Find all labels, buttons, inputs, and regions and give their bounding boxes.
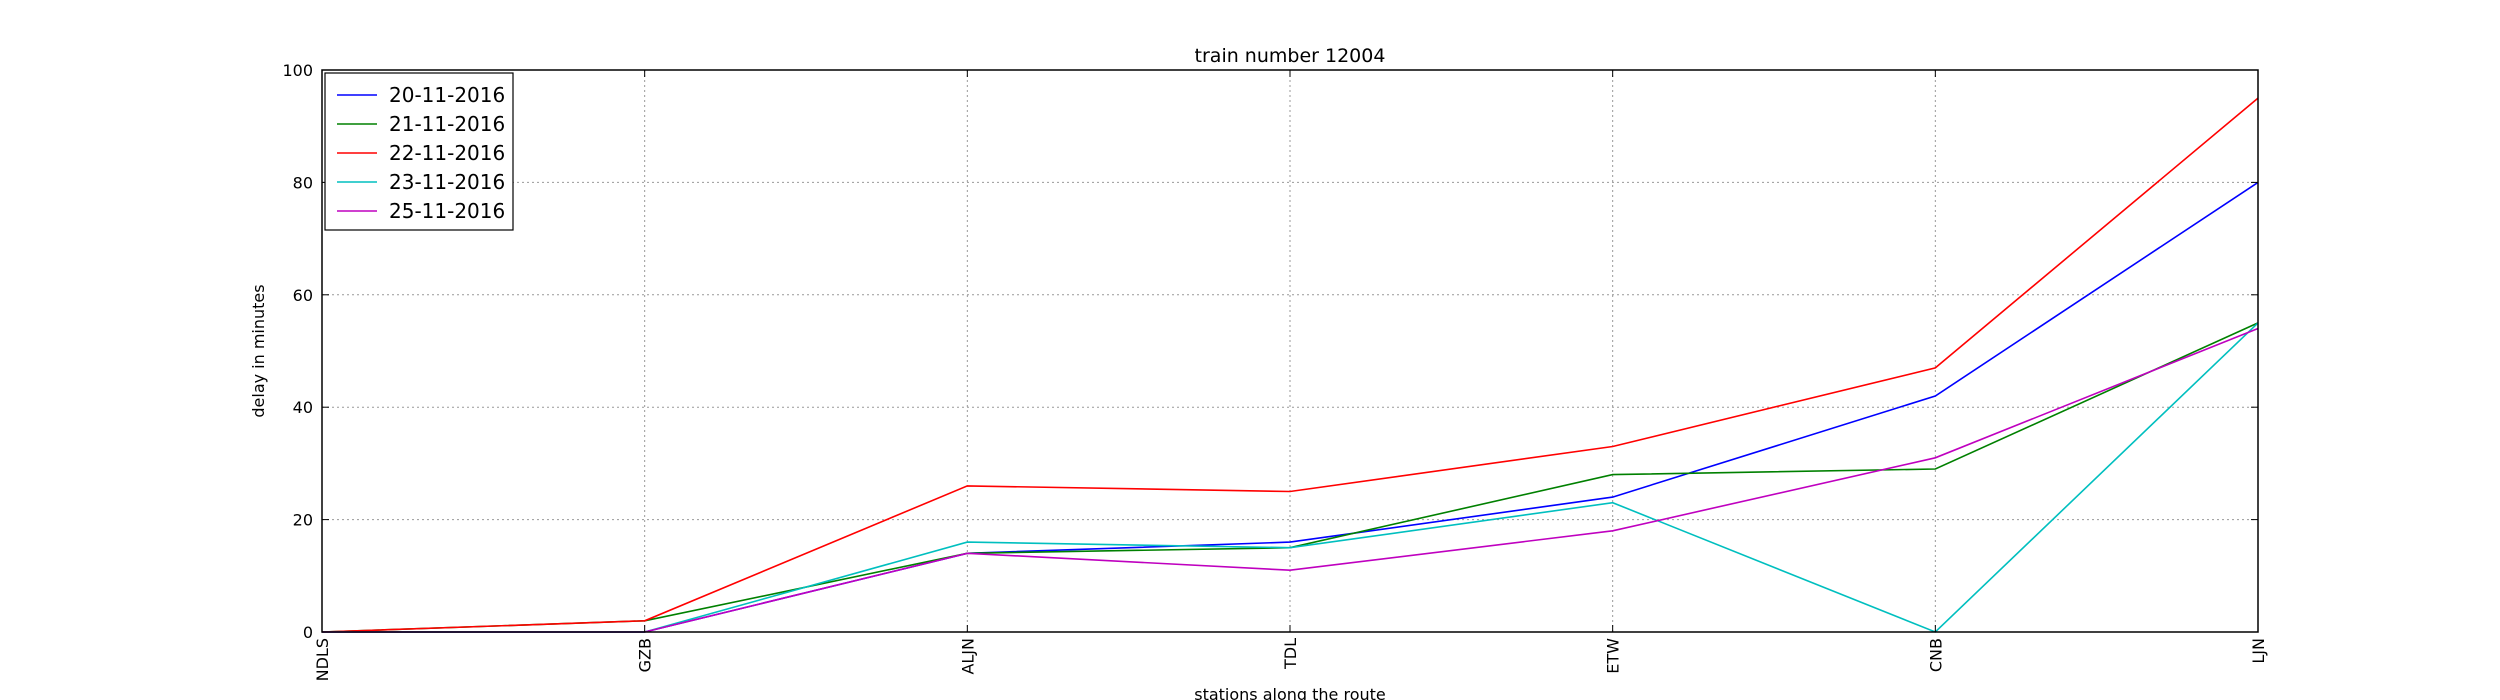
- x-tick-label: ALJN: [958, 638, 977, 675]
- legend-box: [324, 72, 514, 231]
- chart-title: train number 12004: [1195, 45, 1386, 67]
- x-axis-label: stations along the route: [1194, 685, 1386, 700]
- x-tick-label: TDL: [1281, 638, 1300, 670]
- y-tick-label: 40: [293, 398, 313, 417]
- x-tick-label: ETW: [1604, 638, 1623, 674]
- y-axis-label: delay in minutes: [249, 284, 268, 417]
- x-tick-label: LJN: [2249, 638, 2268, 664]
- legend-label: 21-11-2016: [389, 112, 505, 136]
- legend: 20-11-2016 21-11-2016 22-11-2016 23-11-2016…: [324, 72, 514, 231]
- axis-ticks: NDLS GZB ALJN TDL ETW CNB LJN 0 20 40 60 80 100: [282, 61, 2268, 681]
- y-tick-label: 100: [282, 61, 313, 80]
- series-line-3: [321, 97, 2259, 633]
- y-tick-label: 60: [293, 286, 313, 305]
- legend-label: 23-11-2016: [389, 170, 505, 194]
- grid: [322, 70, 2258, 632]
- x-tick-label: GZB: [636, 638, 655, 672]
- legend-label: 20-11-2016: [389, 83, 505, 107]
- legend-label: 25-11-2016: [389, 199, 505, 223]
- x-tick-label: NDLS: [313, 638, 332, 681]
- y-tick-label: 0: [303, 623, 313, 642]
- y-tick-label: 80: [293, 173, 313, 192]
- y-tick-label: 20: [293, 511, 313, 530]
- legend-label: 22-11-2016: [389, 141, 505, 165]
- x-tick-label: CNB: [1926, 638, 1945, 672]
